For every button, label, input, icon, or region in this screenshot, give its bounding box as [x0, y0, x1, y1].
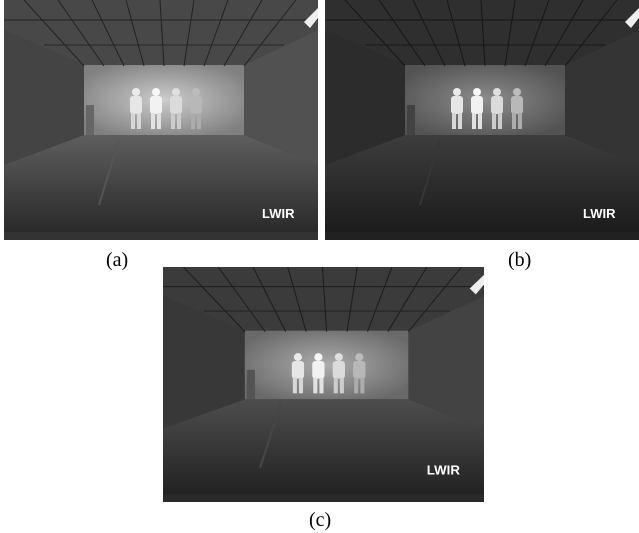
person: [294, 353, 302, 361]
person: [451, 96, 463, 114]
bottom-strip: [4, 232, 318, 240]
pillar: [247, 370, 255, 399]
tunnel-end: [84, 65, 244, 135]
person: [130, 96, 142, 114]
person: [150, 96, 162, 114]
person: [333, 361, 345, 379]
person: [157, 113, 161, 129]
person: [355, 353, 363, 361]
person: [151, 113, 155, 129]
caption: (c): [309, 509, 331, 532]
person: [511, 96, 523, 114]
pillar: [86, 105, 94, 135]
person: [334, 378, 338, 394]
person: [172, 88, 180, 96]
person: [452, 113, 456, 129]
tunnel-end: [405, 65, 565, 135]
person: [197, 113, 201, 129]
person: [152, 88, 160, 96]
person: [353, 361, 365, 379]
person: [314, 353, 322, 361]
person: [453, 88, 461, 96]
person: [471, 96, 483, 114]
person: [513, 88, 521, 96]
person: [498, 113, 502, 129]
person: [493, 88, 501, 96]
person: [518, 113, 522, 129]
person: [491, 96, 503, 114]
caption: (b): [508, 249, 531, 272]
image-label: LWIR: [427, 463, 461, 478]
person: [319, 378, 323, 394]
bottom-strip: [163, 494, 484, 502]
person: [192, 88, 200, 96]
thermal-image: LWIR: [325, 0, 639, 240]
image-label: LWIR: [583, 206, 616, 221]
person: [478, 113, 482, 129]
person: [171, 113, 175, 129]
caption: (a): [106, 249, 128, 272]
figure: LWIR (a) LWIR (b) LWIR (c) (() => { cons…: [0, 0, 639, 533]
person: [132, 88, 140, 96]
person: [312, 361, 324, 379]
person: [177, 113, 181, 129]
tunnel-end: [245, 331, 409, 400]
person: [191, 113, 195, 129]
person: [170, 96, 182, 114]
image-label: LWIR: [262, 206, 295, 221]
person: [190, 96, 202, 114]
person: [313, 378, 317, 394]
person: [292, 361, 304, 379]
person: [512, 113, 516, 129]
person: [335, 353, 343, 361]
thermal-image: LWIR: [4, 0, 318, 240]
floor: [4, 135, 318, 240]
person: [299, 378, 303, 394]
floor: [325, 135, 639, 240]
person: [492, 113, 496, 129]
person: [473, 88, 481, 96]
person: [137, 113, 141, 129]
person: [472, 113, 476, 129]
pillar: [407, 105, 415, 135]
person: [458, 113, 462, 129]
floor: [163, 399, 484, 502]
bottom-strip: [325, 232, 639, 240]
person: [340, 378, 344, 394]
thermal-image: LWIR: [163, 267, 484, 502]
person: [354, 378, 358, 394]
person: [293, 378, 297, 394]
person: [360, 378, 364, 394]
person: [131, 113, 135, 129]
